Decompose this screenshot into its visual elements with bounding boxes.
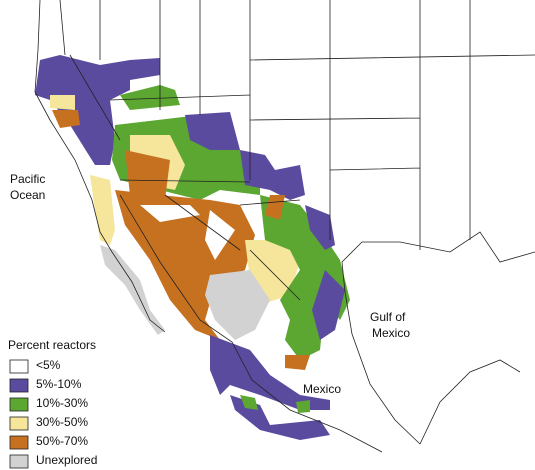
region [90,175,115,245]
region [35,55,130,165]
legend-label: 10%-30% [36,396,88,410]
region [120,85,180,110]
region [240,395,258,410]
region [205,270,270,340]
region [50,95,75,110]
legend-swatch [9,359,29,374]
ocean-label: Pacific [10,172,45,186]
coastline [34,0,535,453]
region [240,150,305,200]
state-border [59,0,535,301]
region [296,400,310,413]
legend-swatch [9,397,29,412]
region [130,58,160,80]
region [265,195,285,220]
region [312,270,345,340]
legend-label: 50%-70% [36,434,88,448]
ocean-label: Ocean [10,188,45,202]
regions [35,55,350,440]
region [285,355,310,370]
legend-swatch [9,454,29,469]
legend-swatch [9,435,29,450]
region [125,150,170,200]
legend-title: Percent reactors [8,338,96,352]
region [210,335,330,410]
region [185,112,240,150]
legend-label: <5% [36,358,61,372]
region [100,245,165,335]
borders [34,0,535,453]
legend-label: 5%-10% [36,377,82,391]
country-label: Mexico [303,382,341,396]
gulf-label: Mexico [372,326,410,340]
legend-label: 30%-50% [36,415,88,429]
region [260,195,350,360]
legend: Percent reactors <5% 5%-10% 10%-30% 30%-50%… [8,338,97,469]
region [52,110,80,128]
gulf-label: Gulf of [370,310,406,324]
legend-swatch [9,378,29,393]
region [305,205,335,250]
legend-swatch [9,416,29,431]
legend-label: Unexplored [36,453,97,467]
